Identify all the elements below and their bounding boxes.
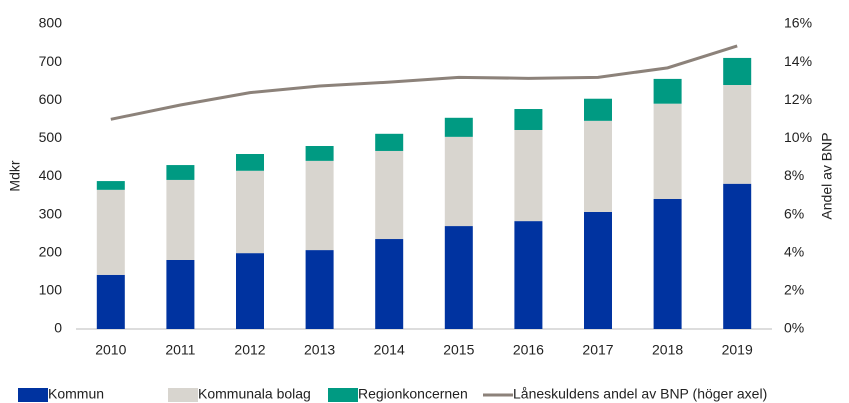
y2-tick-label: 6%	[784, 205, 804, 221]
bar-segment	[653, 78, 682, 104]
y2-tick-label: 4%	[784, 243, 804, 259]
bar-segment	[653, 103, 682, 199]
x-tick-label: 2011	[165, 342, 195, 358]
x-tick-label: 2016	[513, 342, 544, 358]
bar-segment	[96, 274, 125, 329]
bar-segment	[444, 226, 473, 329]
y-tick-label: 200	[39, 243, 63, 259]
y2-tick-label: 2%	[784, 282, 804, 298]
x-tick-label: 2019	[722, 342, 753, 358]
y-tick-label: 100	[39, 282, 63, 298]
bar-segment	[514, 109, 543, 130]
bar-segment	[584, 211, 612, 329]
x-tick-label: 2014	[374, 342, 405, 358]
bar-segment	[723, 183, 752, 329]
legend-swatch	[18, 388, 48, 402]
y2-tick-label: 0%	[784, 320, 804, 336]
y-tick-label: 800	[39, 15, 63, 31]
bar-segment	[375, 239, 404, 329]
x-tick-label: 2015	[443, 342, 474, 358]
x-tick-label: 2010	[95, 342, 126, 358]
bar-segment	[375, 150, 404, 240]
bar-segment	[444, 117, 473, 137]
legend-swatch	[328, 388, 358, 402]
y-tick-label: 300	[39, 205, 63, 221]
y-tick-label: 700	[39, 53, 63, 69]
bar-segment	[584, 98, 612, 121]
bar-segment	[514, 221, 543, 329]
legend-label: Regionkoncernen	[358, 386, 468, 402]
bar-segment	[305, 160, 334, 251]
y-tick-label: 500	[39, 129, 63, 145]
y2-tick-label: 8%	[784, 167, 804, 183]
y2-tick-label: 16%	[784, 15, 812, 31]
bar-segment	[584, 120, 612, 212]
legend-label: Kommunala bolag	[198, 386, 311, 402]
x-tick-label: 2012	[234, 342, 265, 358]
legend-swatch	[168, 388, 198, 402]
x-tick-label: 2018	[652, 342, 683, 358]
y-tick-label: 0	[54, 320, 62, 336]
bar-segment	[653, 198, 682, 329]
x-tick-label: 2013	[304, 342, 335, 358]
bar-segment	[305, 250, 334, 329]
bar-segment	[723, 57, 752, 85]
y2-tick-label: 10%	[784, 129, 812, 145]
bar-segment	[166, 259, 195, 329]
y-axis-label: Mdkr	[7, 160, 23, 191]
bar-segment	[236, 154, 264, 171]
bar-segment	[236, 253, 264, 329]
legend-label: Kommun	[48, 386, 104, 402]
bar-segment	[375, 133, 404, 151]
y-tick-label: 400	[39, 167, 63, 183]
bar-segment	[166, 165, 195, 180]
bar-segment	[444, 136, 473, 227]
y2-tick-label: 12%	[784, 91, 812, 107]
bar-segment	[96, 189, 125, 275]
bar-segment	[166, 179, 195, 260]
bar-segment	[96, 181, 125, 190]
bar-segment	[236, 170, 264, 254]
y2-axis-label: Andel av BNP	[819, 132, 835, 219]
bar-segment	[723, 85, 752, 184]
x-tick-label: 2017	[582, 342, 613, 358]
y-tick-label: 600	[39, 91, 63, 107]
y2-tick-label: 14%	[784, 53, 812, 69]
line-series	[110, 44, 738, 121]
bar-segment	[305, 146, 334, 161]
bar-segment	[514, 129, 543, 222]
legend-label: Låneskuldens andel av BNP (höger axel)	[513, 386, 767, 402]
